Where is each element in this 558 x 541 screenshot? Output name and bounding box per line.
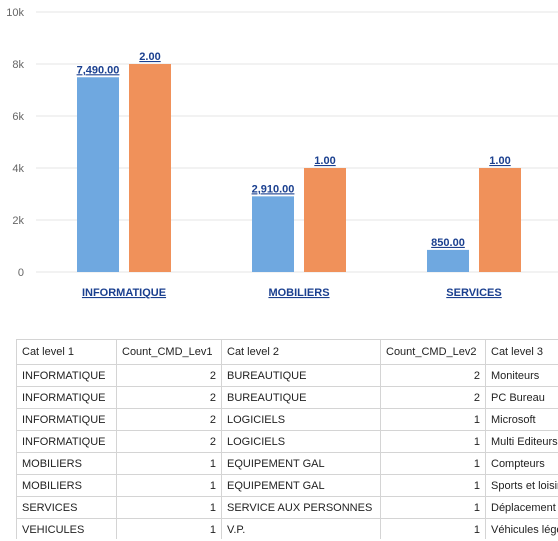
table-body: INFORMATIQUE 2 BUREAUTIQUE 2 Moniteurs INFORM… bbox=[16, 364, 558, 539]
bar-series-1-informatique[interactable] bbox=[77, 77, 119, 272]
cell-cat-level-1: INFORMATIQUE bbox=[16, 364, 117, 387]
table-row[interactable]: SERVICES 1 SERVICE AUX PERSONNES 1 Déplaceme… bbox=[16, 496, 558, 519]
cell-cat-level-1: SERVICES bbox=[16, 496, 117, 519]
cell-cat-level-2: EQUIPEMENT GAL bbox=[221, 452, 381, 475]
cell-count-cmd-lev1: 2 bbox=[116, 430, 222, 453]
cell-count-cmd-lev2: 1 bbox=[380, 430, 486, 453]
data-label[interactable]: 1.00 bbox=[489, 155, 510, 167]
cell-cat-level-3: Moniteurs bbox=[485, 364, 558, 387]
y-tick-label: 8k bbox=[12, 59, 24, 71]
cell-cat-level-2: LOGICIELS bbox=[221, 430, 381, 453]
bar-series-2-services[interactable] bbox=[479, 168, 521, 272]
cell-cat-level-1: MOBILIERS bbox=[16, 452, 117, 475]
header-cat-level-3[interactable]: Cat level 3 bbox=[485, 339, 558, 365]
cell-count-cmd-lev1: 1 bbox=[116, 474, 222, 497]
cell-count-cmd-lev1: 2 bbox=[116, 364, 222, 387]
x-axis-categories: INFORMATIQUE MOBILIERS SERVICES bbox=[82, 287, 502, 299]
data-table: Cat level 1 Count_CMD_Lev1 Cat level 2 C… bbox=[16, 339, 558, 539]
cell-cat-level-1: INFORMATIQUE bbox=[16, 408, 117, 431]
cell-cat-level-2: EQUIPEMENT GAL bbox=[221, 474, 381, 497]
cell-count-cmd-lev2: 1 bbox=[380, 474, 486, 497]
header-count-cmd-lev1[interactable]: Count_CMD_Lev1 bbox=[116, 339, 222, 365]
cell-cat-level-2: SERVICE AUX PERSONNES bbox=[221, 496, 381, 519]
y-tick-label: 10k bbox=[6, 7, 24, 19]
header-cat-level-2[interactable]: Cat level 2 bbox=[221, 339, 381, 365]
cell-count-cmd-lev1: 1 bbox=[116, 518, 222, 539]
cell-cat-level-2: BUREAUTIQUE bbox=[221, 386, 381, 409]
cell-cat-level-2: BUREAUTIQUE bbox=[221, 364, 381, 387]
x-category-label[interactable]: MOBILIERS bbox=[268, 287, 329, 299]
bar-series-1-mobiliers[interactable] bbox=[252, 196, 294, 272]
cell-count-cmd-lev1: 2 bbox=[116, 408, 222, 431]
cell-cat-level-1: VEHICULES bbox=[16, 518, 117, 539]
y-tick-label: 0 bbox=[18, 267, 24, 279]
cell-count-cmd-lev1: 1 bbox=[116, 496, 222, 519]
cell-count-cmd-lev2: 1 bbox=[380, 408, 486, 431]
table-row[interactable]: INFORMATIQUE 2 LOGICIELS 1 Multi Editeurs bbox=[16, 430, 558, 453]
cell-count-cmd-lev1: 1 bbox=[116, 452, 222, 475]
data-labels: 7,490.00 2.00 2,910.00 1.00 850.00 1.00 bbox=[77, 51, 511, 249]
table-row[interactable]: MOBILIERS 1 EQUIPEMENT GAL 1 Compteurs bbox=[16, 452, 558, 475]
y-axis-ticks: 0 2k 4k 6k 8k 10k bbox=[6, 7, 24, 279]
cell-cat-level-1: INFORMATIQUE bbox=[16, 430, 117, 453]
x-category-label[interactable]: INFORMATIQUE bbox=[82, 287, 166, 299]
data-label[interactable]: 1.00 bbox=[314, 155, 335, 167]
cell-count-cmd-lev2: 2 bbox=[380, 364, 486, 387]
table-header-row: Cat level 1 Count_CMD_Lev1 Cat level 2 C… bbox=[16, 339, 558, 365]
x-category-label[interactable]: SERVICES bbox=[446, 287, 501, 299]
table-row[interactable]: INFORMATIQUE 2 LOGICIELS 1 Microsoft bbox=[16, 408, 558, 431]
cell-cat-level-3: Microsoft bbox=[485, 408, 558, 431]
cell-cat-level-2: V.P. bbox=[221, 518, 381, 539]
cell-count-cmd-lev2: 1 bbox=[380, 518, 486, 539]
bar-series-1-services[interactable] bbox=[427, 249, 469, 272]
cell-cat-level-3: PC Bureau bbox=[485, 386, 558, 409]
header-cat-level-1[interactable]: Cat level 1 bbox=[16, 339, 117, 365]
bars bbox=[77, 64, 521, 272]
data-label[interactable]: 2,910.00 bbox=[252, 183, 295, 195]
bar-chart: 0 2k 4k 6k 8k 10k 7,490.00 2.00 2,910.00 1.00 850… bbox=[6, 7, 558, 299]
grid-lines bbox=[36, 11, 558, 273]
table-row[interactable]: INFORMATIQUE 2 BUREAUTIQUE 2 Moniteurs bbox=[16, 364, 558, 387]
cell-count-cmd-lev2: 2 bbox=[380, 386, 486, 409]
cell-cat-level-3: Véhicules légers bbox=[485, 518, 558, 539]
cell-cat-level-1: MOBILIERS bbox=[16, 474, 117, 497]
data-label[interactable]: 2.00 bbox=[139, 51, 160, 63]
cell-cat-level-3: Multi Editeurs bbox=[485, 430, 558, 453]
bar-series-2-mobiliers[interactable] bbox=[304, 168, 346, 272]
cell-cat-level-3: Compteurs bbox=[485, 452, 558, 475]
data-label[interactable]: 7,490.00 bbox=[77, 64, 120, 76]
cell-cat-level-3: Déplacement bbox=[485, 496, 558, 519]
cell-count-cmd-lev2: 1 bbox=[380, 496, 486, 519]
cell-cat-level-3: Sports et loisirs bbox=[485, 474, 558, 497]
y-tick-label: 4k bbox=[12, 163, 24, 175]
cell-count-cmd-lev2: 1 bbox=[380, 452, 486, 475]
table-row[interactable]: MOBILIERS 1 EQUIPEMENT GAL 1 Sports et loisi… bbox=[16, 474, 558, 497]
cell-cat-level-2: LOGICIELS bbox=[221, 408, 381, 431]
bar-series-2-informatique[interactable] bbox=[129, 64, 171, 272]
y-tick-label: 6k bbox=[12, 111, 24, 123]
cell-count-cmd-lev1: 2 bbox=[116, 386, 222, 409]
y-tick-label: 2k bbox=[12, 215, 24, 227]
header-count-cmd-lev2[interactable]: Count_CMD_Lev2 bbox=[380, 339, 486, 365]
data-table-container[interactable]: Cat level 1 Count_CMD_Lev1 Cat level 2 C… bbox=[16, 339, 558, 539]
data-label[interactable]: 850.00 bbox=[431, 237, 465, 249]
table-row[interactable]: INFORMATIQUE 2 BUREAUTIQUE 2 PC Bureau bbox=[16, 386, 558, 409]
cell-cat-level-1: INFORMATIQUE bbox=[16, 386, 117, 409]
